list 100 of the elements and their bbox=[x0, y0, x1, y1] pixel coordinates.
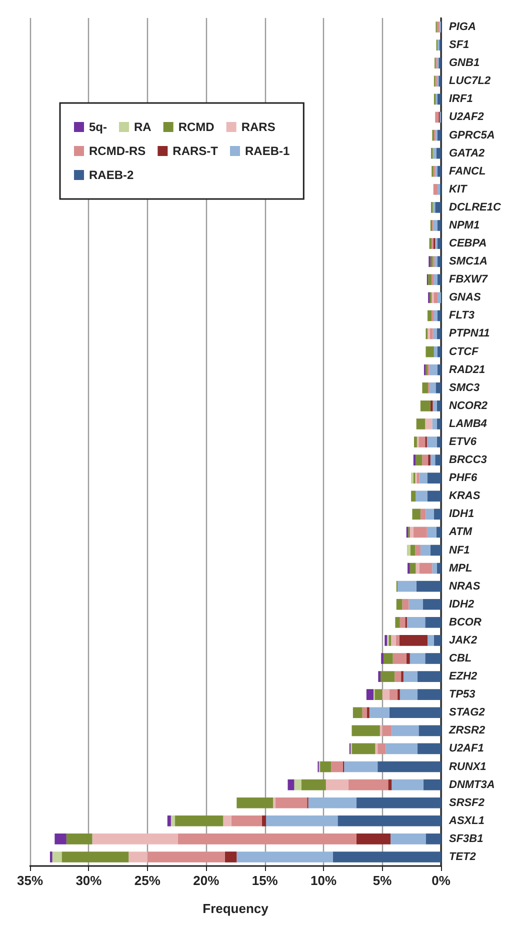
y-tick-label: U2AF2 bbox=[449, 111, 484, 124]
bar bbox=[430, 544, 441, 556]
bar bbox=[224, 852, 237, 862]
bar bbox=[419, 472, 428, 484]
bar bbox=[92, 834, 178, 844]
y-tick-label: NF1 bbox=[449, 544, 470, 556]
bar bbox=[396, 598, 402, 610]
y-tick-label: IDH2 bbox=[449, 598, 474, 610]
bar bbox=[426, 346, 434, 358]
bar bbox=[416, 580, 441, 592]
bar bbox=[352, 743, 376, 754]
y-tick-label: SF3B1 bbox=[449, 832, 484, 845]
x-tick-label: 15% bbox=[252, 873, 278, 888]
bar bbox=[436, 148, 441, 159]
y-tick-label: GNAS bbox=[449, 292, 482, 304]
bar bbox=[395, 617, 400, 628]
bar bbox=[301, 779, 326, 790]
bar bbox=[389, 707, 441, 718]
bar bbox=[378, 761, 441, 772]
bar bbox=[434, 292, 438, 304]
bar bbox=[418, 689, 441, 700]
bar bbox=[378, 743, 386, 754]
bar bbox=[435, 112, 439, 123]
y-tick-label: LAMB4 bbox=[449, 418, 487, 430]
bar bbox=[427, 472, 441, 484]
bar bbox=[418, 743, 441, 754]
bar bbox=[426, 508, 434, 520]
bar bbox=[434, 508, 441, 520]
legend-label: RARS-T bbox=[172, 144, 219, 158]
bar bbox=[382, 725, 392, 736]
y-tick-label: SMC1A bbox=[449, 256, 488, 268]
bar bbox=[294, 779, 302, 790]
bar bbox=[416, 418, 426, 430]
bar bbox=[437, 166, 441, 177]
y-tick-label: GNB1 bbox=[449, 57, 480, 70]
bar bbox=[178, 834, 356, 844]
bar bbox=[262, 815, 266, 826]
bar bbox=[436, 418, 441, 430]
bar bbox=[426, 526, 436, 538]
legend-label: RARS bbox=[241, 120, 276, 134]
bar bbox=[399, 635, 428, 646]
bar bbox=[406, 617, 426, 628]
bar bbox=[413, 526, 427, 538]
bar bbox=[167, 815, 171, 826]
bar bbox=[408, 598, 423, 610]
x-tick-label: 25% bbox=[134, 873, 161, 888]
y-tick-label: FBXW7 bbox=[449, 274, 488, 286]
bar bbox=[430, 328, 433, 340]
bar bbox=[426, 834, 441, 844]
bar bbox=[432, 148, 436, 159]
bar bbox=[437, 256, 441, 267]
legend-label: RAEB-1 bbox=[244, 144, 290, 158]
bar bbox=[410, 544, 416, 556]
bar bbox=[434, 256, 438, 267]
bar bbox=[402, 598, 409, 610]
bar bbox=[128, 852, 148, 862]
legend-label: 5q- bbox=[89, 120, 108, 134]
bar bbox=[383, 653, 393, 664]
bar bbox=[380, 671, 395, 682]
y-tick-label: RUNX1 bbox=[449, 760, 486, 773]
y-tick-label: ZRSR2 bbox=[448, 724, 486, 737]
bar bbox=[400, 617, 406, 628]
bar bbox=[388, 779, 392, 790]
y-tick-label: BRCC3 bbox=[449, 454, 487, 466]
y-tick-label: IRF1 bbox=[449, 93, 473, 106]
bar bbox=[435, 202, 441, 213]
bar bbox=[326, 779, 348, 790]
bar bbox=[410, 653, 426, 664]
y-tick-label: KRAS bbox=[449, 490, 481, 502]
bar bbox=[386, 743, 418, 754]
y-tick-label: RAD21 bbox=[449, 364, 486, 376]
bar bbox=[52, 852, 62, 862]
bar bbox=[430, 382, 436, 394]
x-tick-label: 10% bbox=[310, 873, 338, 888]
bar bbox=[425, 617, 441, 628]
bar bbox=[422, 382, 428, 394]
x-tick-label: 20% bbox=[193, 873, 220, 888]
bar bbox=[320, 761, 332, 772]
bar bbox=[420, 400, 430, 412]
bar bbox=[422, 454, 428, 466]
bar bbox=[170, 815, 176, 826]
bar bbox=[375, 743, 378, 754]
bar bbox=[437, 220, 441, 231]
y-tick-label: JAK2 bbox=[449, 634, 478, 646]
bar bbox=[231, 815, 262, 826]
bar bbox=[369, 707, 390, 718]
bar bbox=[436, 400, 441, 412]
bar bbox=[432, 562, 437, 574]
y-tick-label: IDH1 bbox=[449, 508, 474, 520]
bar bbox=[175, 815, 224, 826]
bar bbox=[66, 834, 92, 844]
y-tick-label: DCLRE1C bbox=[449, 201, 502, 214]
bar bbox=[432, 328, 437, 340]
y-tick-label: GATA2 bbox=[449, 147, 485, 160]
bar bbox=[437, 274, 441, 286]
bar bbox=[430, 256, 433, 267]
bar bbox=[266, 815, 338, 826]
bar bbox=[348, 779, 388, 790]
y-tick-label: CBL bbox=[449, 652, 472, 665]
bar bbox=[433, 220, 438, 231]
